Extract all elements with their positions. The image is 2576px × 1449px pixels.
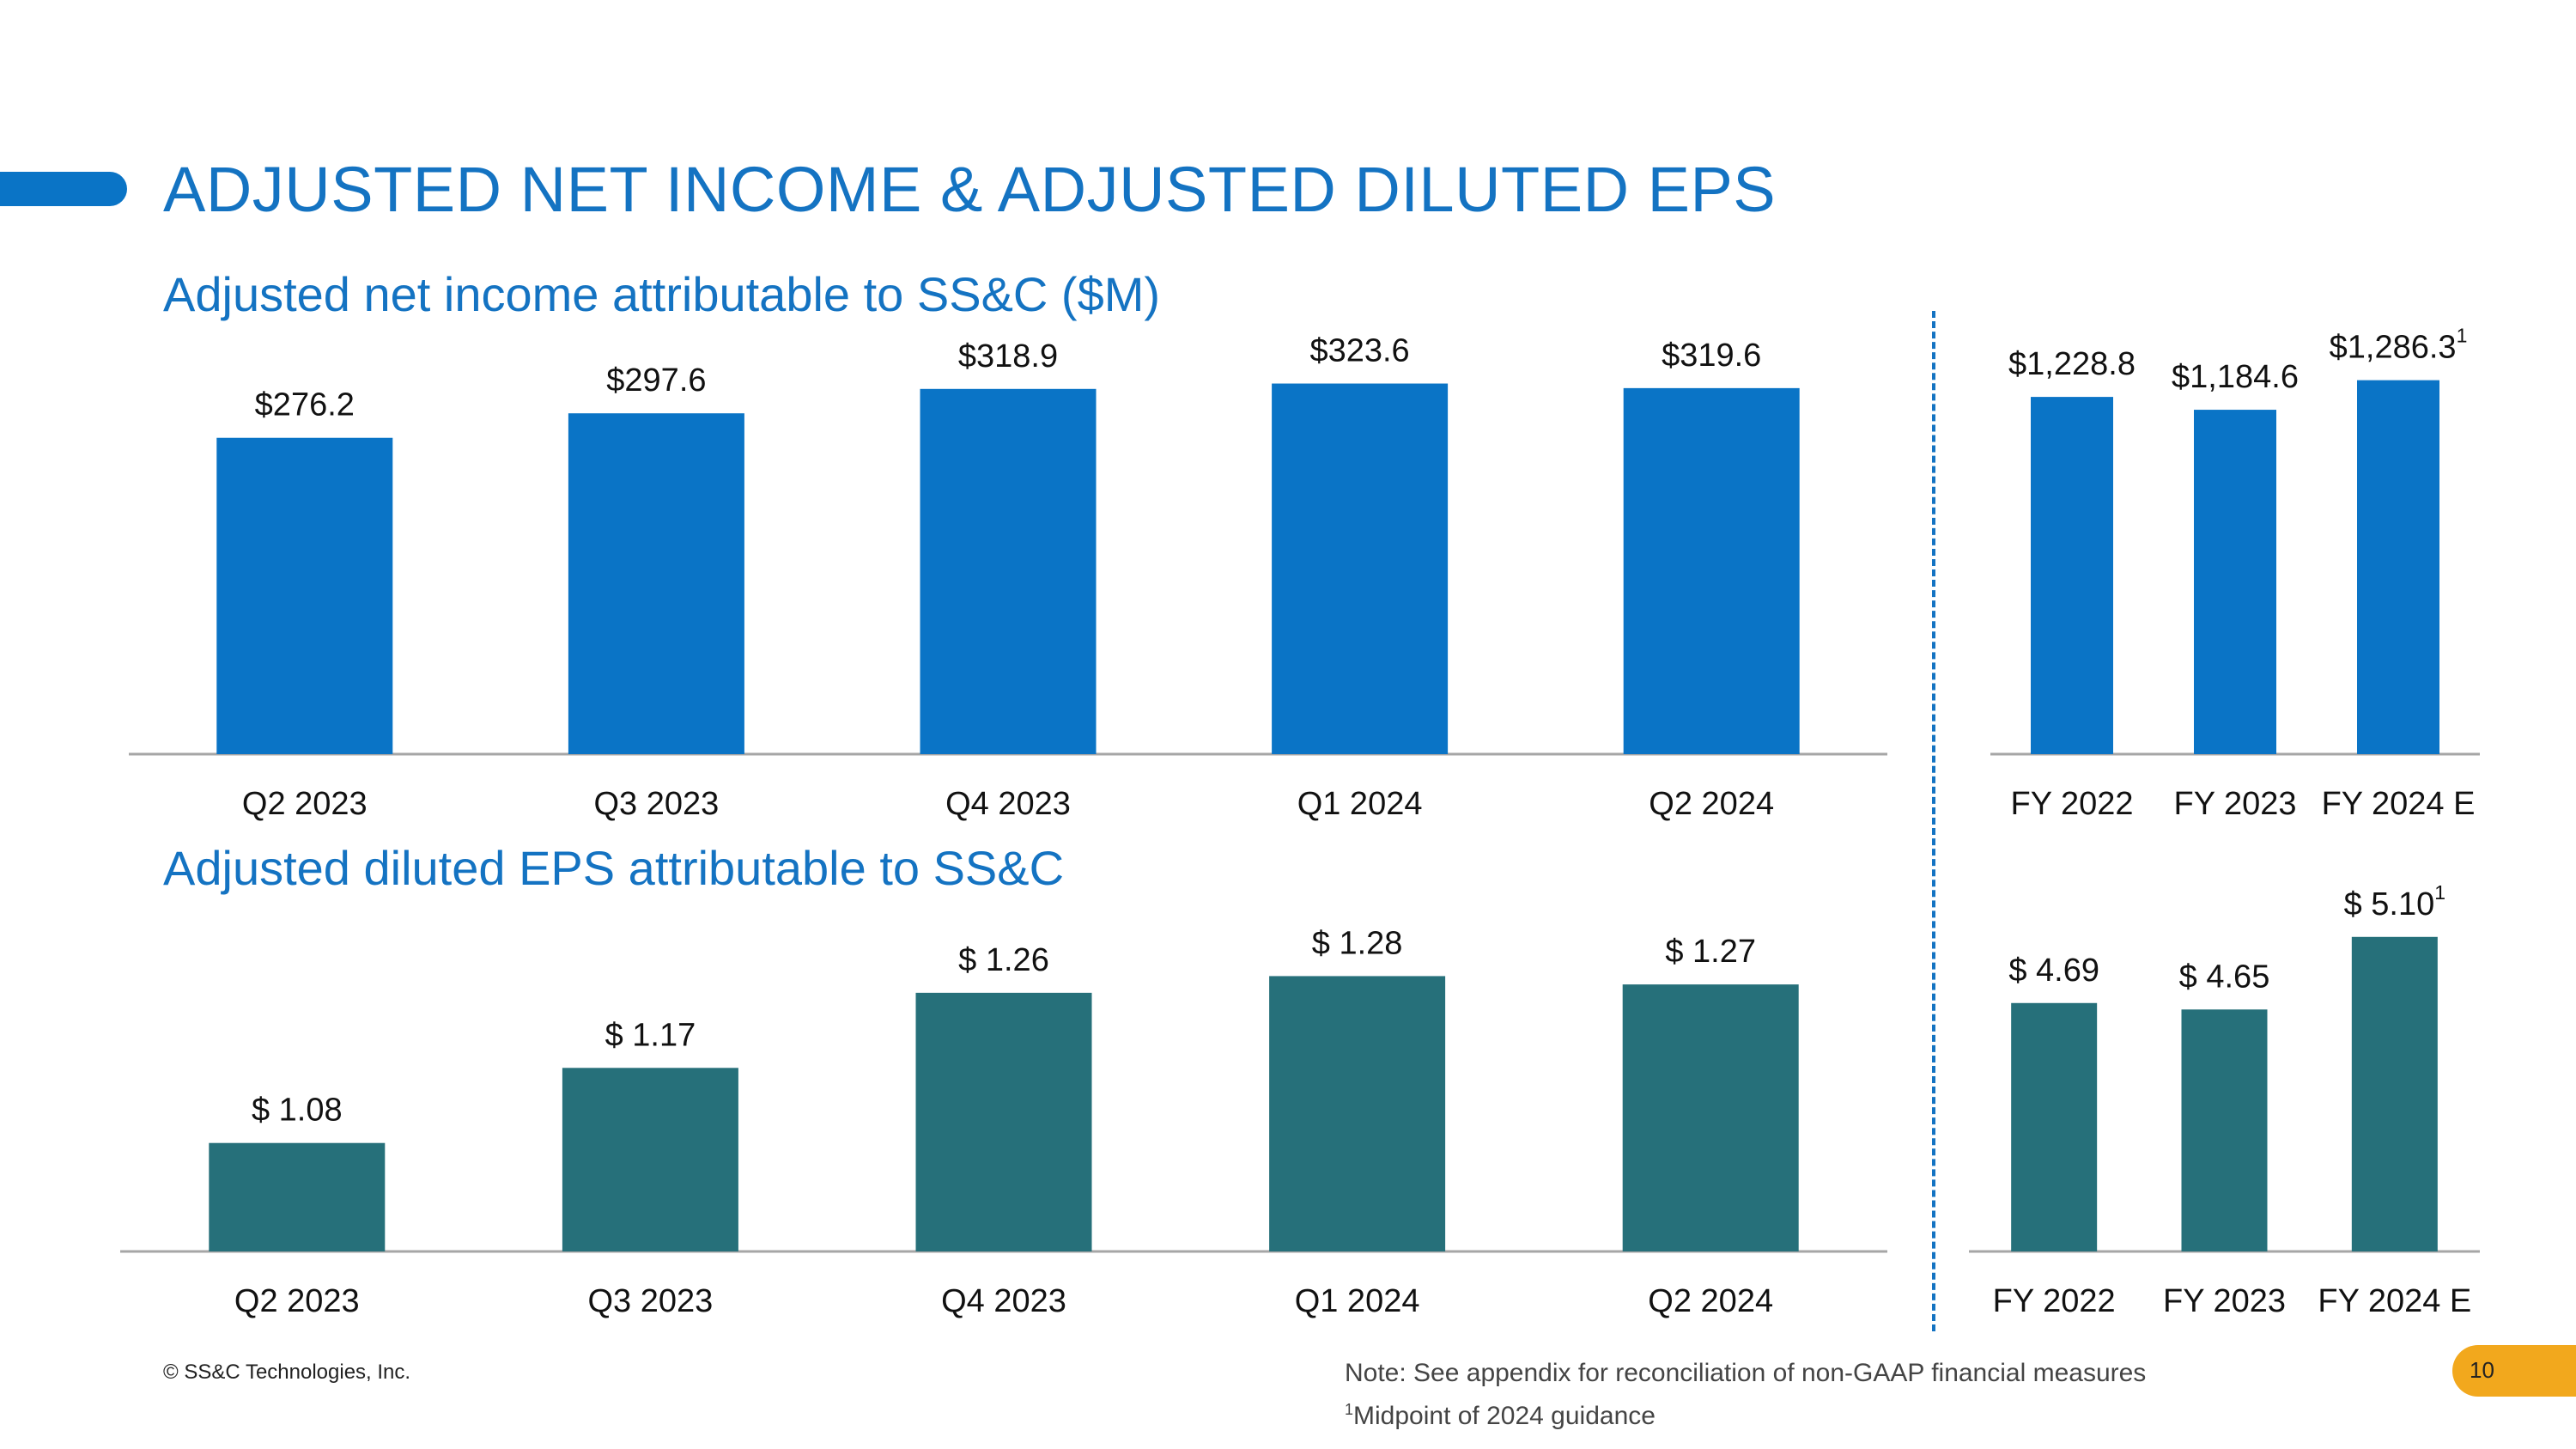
data-label: $318.9 xyxy=(958,338,1058,374)
data-label: $ 1.27 xyxy=(1665,934,1756,970)
bar-fy-2024-e xyxy=(2357,380,2439,754)
bar-q2-2023 xyxy=(216,437,393,754)
income-chart-title: Adjusted net income attributable to SS&C… xyxy=(163,267,1161,321)
x-tick-label: Q3 2023 xyxy=(594,786,720,822)
footnote-line-2: 1Midpoint of 2024 guidance xyxy=(1345,1391,2146,1434)
x-tick-label: FY 2022 xyxy=(2011,786,2134,822)
data-label: $297.6 xyxy=(606,362,706,399)
x-tick-label: Q3 2023 xyxy=(588,1283,714,1319)
section-divider xyxy=(1932,311,1935,1331)
eps-chart-title: Adjusted diluted EPS attributable to SS&… xyxy=(163,841,1065,895)
x-tick-label: FY 2023 xyxy=(2174,786,2297,822)
bar-fy-2024-e xyxy=(2351,936,2438,1251)
label-superscript: 1 xyxy=(2457,325,2468,347)
bar-q2-2024 xyxy=(1623,387,1800,754)
bar-q4-2023 xyxy=(920,388,1097,754)
data-label: $276.2 xyxy=(255,387,355,423)
bar-q1-2024 xyxy=(1269,976,1446,1251)
bar-fy-2022 xyxy=(2031,397,2113,754)
data-label: $1,228.8 xyxy=(2008,346,2136,382)
x-tick-label: Q4 2023 xyxy=(945,786,1071,822)
data-label: $ 4.65 xyxy=(2179,959,2270,995)
page-number: 10 xyxy=(2470,1357,2494,1383)
footnote-text: Midpoint of 2024 guidance xyxy=(1353,1402,1656,1430)
bar-q2-2023 xyxy=(209,1142,386,1251)
x-tick-label: FY 2022 xyxy=(1993,1283,2116,1319)
bar-fy-2023 xyxy=(2194,410,2276,754)
data-label: $1,286.31 xyxy=(2330,325,2468,366)
data-label: $319.6 xyxy=(1662,338,1761,374)
footnote-marker: 1 xyxy=(1345,1401,1354,1418)
page-number-badge xyxy=(2452,1345,2576,1397)
x-tick-label: Q2 2023 xyxy=(234,1283,360,1319)
x-tick-label: Q1 2024 xyxy=(1295,1283,1420,1319)
x-tick-label: Q2 2024 xyxy=(1649,786,1774,822)
data-label: $1,184.6 xyxy=(2172,359,2299,395)
data-label: $ 5.101 xyxy=(2344,881,2445,922)
x-tick-label: Q1 2024 xyxy=(1297,786,1423,822)
label-superscript: 1 xyxy=(2434,881,2445,904)
x-tick-label: Q4 2023 xyxy=(941,1283,1066,1319)
data-label: $ 1.28 xyxy=(1312,925,1403,961)
data-label: $323.6 xyxy=(1309,333,1409,369)
x-tick-label: Q2 2023 xyxy=(242,786,368,822)
copyright: © SS&C Technologies, Inc. xyxy=(163,1361,411,1384)
bar-q1-2024 xyxy=(1272,383,1449,754)
x-tick-label: Q2 2024 xyxy=(1648,1283,1773,1319)
bar-q4-2023 xyxy=(915,992,1092,1251)
x-tick-label: FY 2024 E xyxy=(2318,1283,2471,1319)
data-label: $ 1.17 xyxy=(605,1017,696,1053)
bar-fy-2023 xyxy=(2181,1009,2268,1251)
data-label: $ 1.26 xyxy=(958,942,1049,978)
bar-q2-2024 xyxy=(1622,984,1799,1251)
accent-bar xyxy=(0,172,127,206)
x-tick-label: FY 2024 E xyxy=(2322,786,2476,822)
bar-q3-2023 xyxy=(568,413,744,754)
footnote: Note: See appendix for reconciliation of… xyxy=(1345,1355,2146,1434)
x-tick-label: FY 2023 xyxy=(2163,1283,2286,1319)
bar-fy-2022 xyxy=(2011,1002,2098,1251)
data-label: $ 4.69 xyxy=(2008,953,2099,989)
bar-q3-2023 xyxy=(562,1068,738,1251)
footnote-line-1: Note: See appendix for reconciliation of… xyxy=(1345,1359,2147,1387)
page-title: ADJUSTED NET INCOME & ADJUSTED DILUTED E… xyxy=(163,154,1777,225)
data-label: $ 1.08 xyxy=(252,1093,343,1129)
